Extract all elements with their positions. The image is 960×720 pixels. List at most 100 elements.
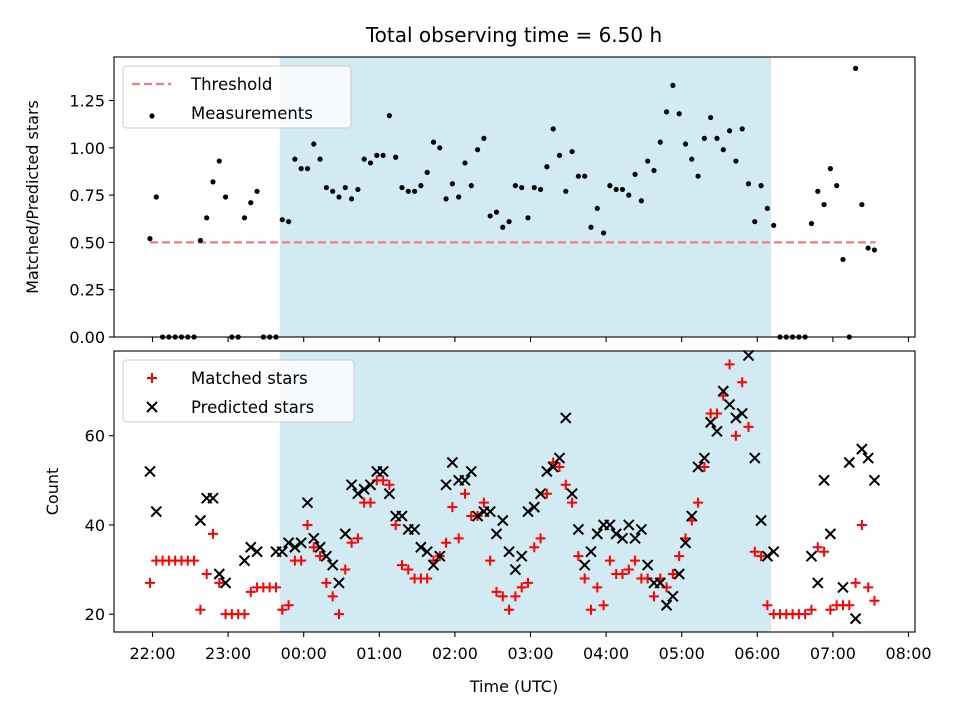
matched-star-point: [365, 497, 376, 508]
measurement-point: [317, 156, 323, 162]
matched-star-point: [604, 555, 615, 566]
measurement-point: [808, 220, 815, 227]
measurement-point: [248, 200, 254, 206]
predicted-star-point: [295, 537, 307, 549]
x-tick-label: 05:00: [659, 644, 705, 663]
y-tick-label: 40: [85, 516, 105, 535]
matched-star-point: [541, 488, 552, 499]
measurement-point: [531, 184, 537, 191]
predicted-star-point: [610, 528, 622, 540]
x-tick-label: 01:00: [356, 644, 402, 663]
measurement-point: [355, 186, 361, 193]
predicted-star-point: [427, 559, 440, 571]
predicted-star-point: [522, 505, 534, 518]
matched-star-point: [844, 600, 855, 611]
axes-frame: [113, 56, 916, 338]
predicted-star-point: [421, 546, 433, 558]
measurement-point: [493, 209, 500, 215]
measurement-point: [500, 224, 506, 230]
measurement-point: [752, 218, 758, 225]
measurement-point: [695, 173, 701, 179]
predicted-star-point: [578, 559, 591, 571]
matched-star-point: [617, 569, 628, 580]
measurement-point: [437, 145, 443, 151]
measurement-point: [204, 215, 210, 221]
predicted-star-point: [465, 465, 477, 478]
measurement-point: [374, 152, 380, 158]
matched-star-point: [642, 573, 653, 584]
y-tick-label: 0.25: [69, 281, 105, 300]
x-tick-label: 22:00: [129, 644, 175, 663]
measurement-point: [676, 111, 682, 117]
measurement-point: [449, 181, 455, 187]
predicted-star-point: [345, 479, 358, 491]
measurement-point: [216, 158, 222, 164]
predicted-star-point: [560, 412, 572, 424]
matched-star-point: [510, 591, 521, 602]
measurement-point: [430, 139, 437, 145]
matched-star-point: [239, 609, 250, 620]
measurement-point: [657, 139, 663, 145]
x-tick-label: 00:00: [281, 644, 327, 663]
matched-star-point: [529, 542, 540, 553]
matched-star-point: [623, 564, 634, 575]
predicted-star-point: [352, 488, 364, 500]
predicted-star-point: [616, 532, 629, 545]
matched-star-point: [863, 582, 874, 593]
measurement-point: [663, 109, 670, 115]
top-panel: 0.00 0.25 0.50 0.75 1.00 1.25 Matched/Predicte…: [23, 56, 916, 347]
matched-star-point: [333, 609, 344, 620]
measurement-point: [386, 113, 392, 119]
measurement-point: [720, 147, 726, 153]
y-axis-label: Matched/Predicted stars: [23, 100, 42, 294]
predicted-star-point: [484, 505, 496, 518]
measurement-point: [342, 184, 348, 191]
matched-star-point: [560, 479, 571, 490]
matched-star-point: [711, 408, 722, 419]
predicted-star-point: [219, 577, 232, 589]
measurement-point: [670, 82, 676, 88]
predicted-star-point: [503, 546, 515, 558]
predicted-star-point: [238, 554, 251, 567]
predicted-star-point: [364, 479, 377, 491]
measurement-point: [550, 126, 556, 132]
measurement-point: [367, 160, 374, 166]
measurement-point: [336, 194, 342, 200]
x-tick-label: 06:00: [734, 644, 780, 663]
matched-star-point: [478, 497, 489, 508]
matched-star-point: [308, 542, 319, 553]
measurement-point: [815, 188, 821, 194]
matched-star-point: [825, 604, 836, 615]
matched-star-point: [699, 461, 710, 472]
measurement-point: [764, 205, 770, 211]
matched-star-point: [756, 551, 767, 562]
measurement-point: [330, 188, 336, 194]
predicted-star-point: [245, 541, 257, 553]
measurement-point: [619, 186, 626, 193]
matched-star-point: [674, 551, 685, 562]
measurement-point: [607, 183, 613, 189]
measurement-point: [556, 152, 563, 158]
predicted-star-point: [686, 510, 698, 522]
predicted-star-point: [767, 546, 780, 558]
matched-star-point: [378, 475, 389, 486]
measurement-point: [714, 135, 720, 141]
predicted-star-point: [213, 568, 225, 580]
measurement-point: [405, 188, 411, 194]
measurement-point: [292, 156, 298, 162]
measurement-point: [285, 218, 292, 225]
legend-box: [122, 65, 352, 129]
matched-star-point: [585, 604, 596, 615]
predicted-star-point: [761, 550, 774, 562]
measurement-point: [462, 160, 468, 166]
predicted-star-point: [679, 537, 692, 549]
matched-star-point: [441, 537, 452, 548]
measurement-point: [689, 156, 695, 162]
measurement-point: [506, 218, 512, 225]
legend-label: Threshold: [190, 75, 272, 94]
predicted-star-point: [585, 546, 597, 558]
matched-star-point: [856, 519, 867, 530]
measurement-point: [525, 215, 531, 221]
predicted-star-point: [528, 501, 540, 513]
predicted-star-point: [849, 612, 862, 625]
